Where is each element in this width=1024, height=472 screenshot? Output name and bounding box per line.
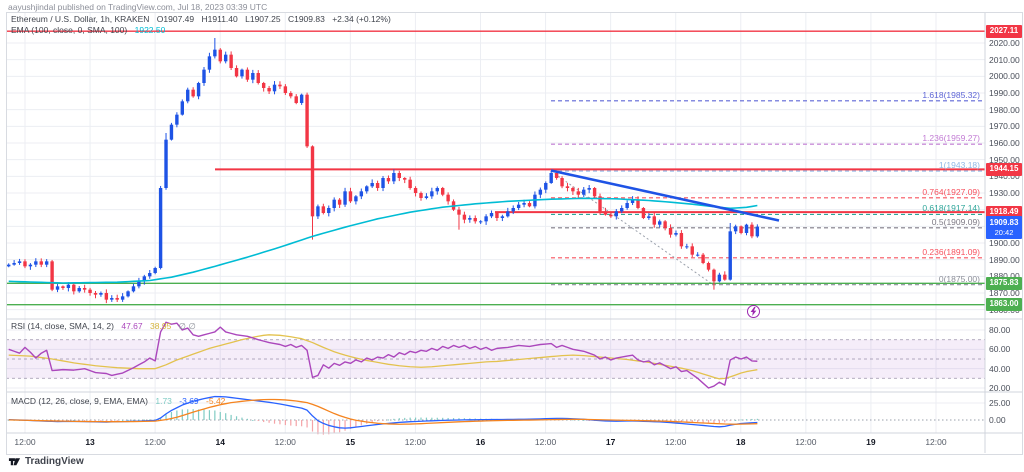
rsi-axis-label: 20.00 <box>989 383 1011 393</box>
price-axis-label: 2020.00 <box>989 38 1020 48</box>
tradingview-logo-text: TradingView <box>25 456 84 467</box>
ema-indicator-label: EMA (100, close, 0, SMA, 100) <box>11 25 128 35</box>
macd-line-value: -3.69 <box>179 396 199 406</box>
price-axis-label: 1990.00 <box>989 88 1020 98</box>
fib-level-label: 1.236(1959.27) <box>922 133 980 144</box>
time-axis-label: 12:00 <box>144 437 166 447</box>
price-axis-label: 1940.00 <box>989 171 1020 182</box>
time-axis-label: 12:00 <box>274 437 296 447</box>
time-axis-label: 12:00 <box>665 437 687 447</box>
fib-level-label: 0(1875.00) <box>938 273 980 284</box>
last-price-tag: 1909.83 20:42 <box>986 215 1022 239</box>
price-axis-label: 1880.00 <box>989 271 1020 281</box>
price-axis-label: 1930.00 <box>989 188 1020 198</box>
price-axis-label: 1950.00 <box>989 154 1020 165</box>
macd-axis-label: 25.00 <box>989 398 1011 408</box>
ema-value: 1922.50 <box>134 25 166 35</box>
time-axis-label: 12:00 <box>14 437 36 447</box>
idea-flash-marker[interactable] <box>747 305 760 318</box>
price-level-tag: 1875.83 <box>986 276 1022 290</box>
rsi-indicator-label: RSI (14, close, SMA, 14, 2) <box>11 321 114 331</box>
rsi-axis-label: 80.00 <box>989 325 1011 335</box>
price-axis-label: 1890.00 <box>989 254 1020 265</box>
fib-level-label: 0.236(1891.09) <box>922 246 980 257</box>
symbol-title: Ethereum / U.S. Dollar, 1h, KRAKEN <box>11 14 150 24</box>
fib-level-label: 0.5(1909.09) <box>931 216 980 227</box>
macd-indicator-label: MACD (12, 26, close, 9, EMA, EMA) <box>11 396 148 406</box>
symbol-legend-row: Ethereum / U.S. Dollar, 1h, KRAKEN O1907… <box>11 14 391 24</box>
time-axis-label: 19 <box>866 437 876 447</box>
time-axis-label: 16 <box>475 437 486 447</box>
time-axis-label: 18 <box>736 437 746 447</box>
price-axis-label: 1980.00 <box>989 104 1020 115</box>
time-axis-label: 12:00 <box>404 437 427 447</box>
price-axis-label: 1900.00 <box>989 238 1020 248</box>
rsi-axis-label: 60.00 <box>989 344 1011 355</box>
price-axis-label: 2010.00 <box>989 54 1020 65</box>
ohlc-open-value: O1907.49 <box>156 14 195 24</box>
fib-level-label: 0.618(1917.14) <box>922 203 980 214</box>
rsi-value: 47.67 <box>121 321 143 331</box>
price-axis-label: 1960.00 <box>989 138 1020 148</box>
rsi-axis-label: 40.00 <box>989 363 1011 374</box>
watermark-publish-info: aayushjindal published on TradingView.co… <box>8 2 268 12</box>
tradingview-logo[interactable]: TradingView <box>8 455 84 468</box>
time-axis-label: 14 <box>215 437 225 447</box>
price-level-tag: 1863.00 <box>986 298 1022 312</box>
fib-level-label: 1.618(1985.32) <box>922 89 980 100</box>
bar-countdown: 20:42 <box>994 227 1014 237</box>
price-level-tag: 2027.11 <box>986 24 1022 38</box>
macd-axis-label: 0.00 <box>989 415 1006 425</box>
rsi-legend-row: RSI (14, close, SMA, 14, 2) 47.67 38.95 … <box>11 321 196 332</box>
price-axis-label: 1970.00 <box>989 121 1020 132</box>
rsi-ma-value: 38.95 <box>150 321 172 331</box>
price-level-tag: 1944.15 <box>986 162 1022 176</box>
price-axis-label: 1870.00 <box>989 288 1020 298</box>
time-axis-label: 13 <box>85 437 95 447</box>
ema-legend-row: EMA (100, close, 0, SMA, 100) 1922.50 <box>11 25 165 35</box>
ohlc-high-value: H1911.40 <box>201 14 238 24</box>
price-level-tag: 1918.49 <box>986 205 1022 219</box>
time-axis-label: 12:00 <box>925 437 947 447</box>
rsi-empty-values: ∅ ∅ <box>178 321 196 331</box>
macd-hist-value: 1.73 <box>155 396 172 406</box>
time-axis-label: 12:00 <box>795 437 817 447</box>
ohlc-low-value: L1907.25 <box>245 14 281 24</box>
fib-level-label: 0.764(1927.09) <box>922 186 980 197</box>
tradingview-logo-icon <box>8 458 21 466</box>
time-axis-label: 15 <box>345 437 356 447</box>
ohlc-close-value: C1909.83 <box>287 14 325 24</box>
fib-level-label: 1(1943.18) <box>938 160 980 171</box>
time-axis-label: 17 <box>605 437 616 447</box>
price-axis-label: 2000.00 <box>989 71 1020 82</box>
macd-legend-row: MACD (12, 26, close, 9, EMA, EMA) 1.73 -… <box>11 396 225 406</box>
last-price-value: 1909.83 <box>989 217 1019 227</box>
time-axis-label: 12:00 <box>534 437 557 447</box>
macd-signal-value: -5.42 <box>206 396 226 406</box>
ohlc-change-value: +2.34 (+0.12%) <box>332 14 391 24</box>
lightning-bolt-icon <box>750 307 757 316</box>
